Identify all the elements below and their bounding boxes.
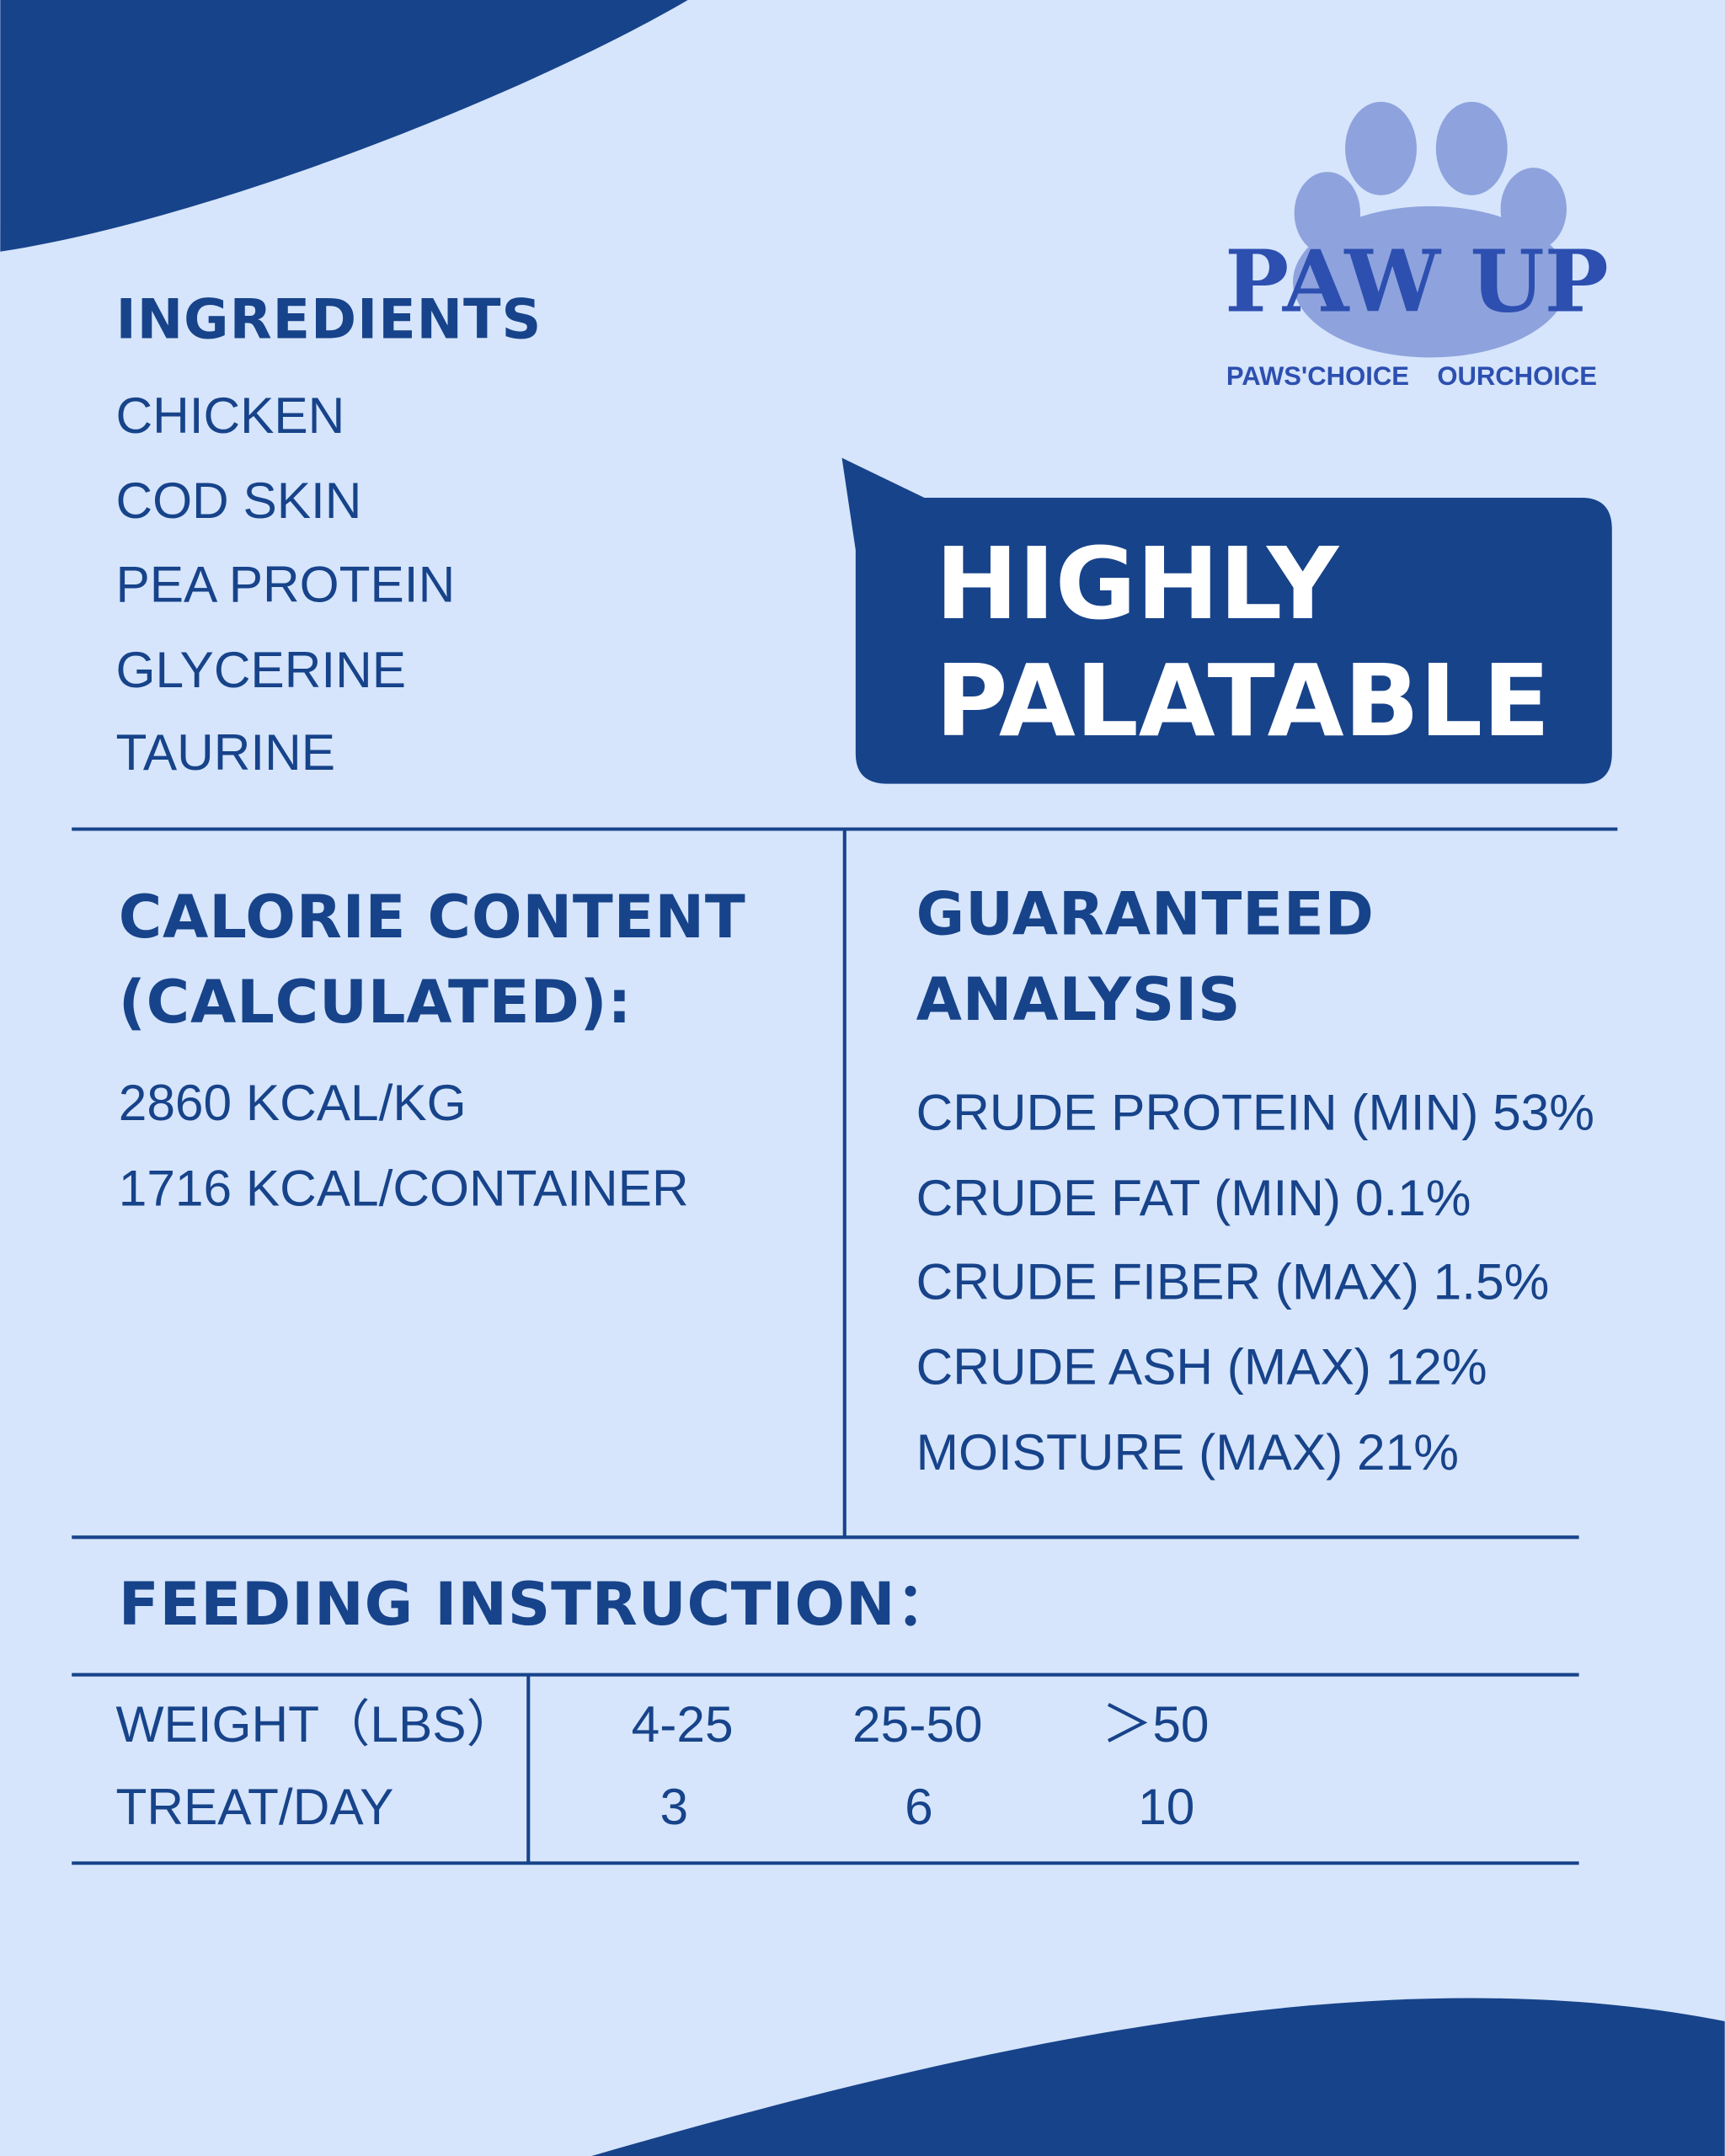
analysis-item: CRUDE ASH (MAX) 12% [916,1338,1487,1396]
table-cell: TREAT/DAY [115,1778,393,1835]
top-wave [0,0,688,252]
section-title: FEEDING INSTRUCTION： [119,1570,956,1639]
table-cell: WEIGHT（LBS） [115,1695,516,1753]
table-cell: 4-25 [632,1695,734,1753]
section-title: GUARANTEED [916,880,1375,949]
bottom-wave [591,1998,1725,2156]
paw-pad [1293,205,1568,358]
badge-text: PALATABLE [936,643,1551,759]
paw-toe [1345,101,1417,195]
ingredient: TAURINE [115,723,335,781]
table-cell: 3 [660,1778,689,1835]
table-cell: 10 [1138,1778,1194,1835]
tagline: PAWS'CHOICE [1226,361,1409,391]
analysis-item: CRUDE FAT (MIN) 0.1% [916,1169,1471,1226]
paw-toe [1294,172,1361,255]
table-cell: ＞50 [1102,1695,1210,1753]
badge-text: HIGHLY [936,526,1341,642]
badge: HIGHLY PALATABLE [841,457,1612,784]
paw-toe [1435,101,1508,195]
table-cell: 6 [905,1778,933,1835]
ingredient: GLYCERINE [115,641,406,698]
calorie-item: 1716 KCAL/CONTAINER [119,1159,689,1216]
ingredient: CHICKEN [115,387,344,444]
paw-toe [1500,168,1567,251]
logo: PAW UP PAWS'CHOICE OURCHOICE [1225,101,1609,391]
table-cell: 25-50 [852,1695,982,1753]
section-title: ANALYSIS [916,965,1242,1034]
section-title: (CALCULATED): [119,968,633,1037]
section-title: CALORIE CONTENT [119,883,746,952]
calorie-item: 2860 KCAL/KG [119,1074,467,1131]
section-title: INGREDIENTS [115,288,542,352]
speech-bubble [841,457,1612,784]
tagline: OURCHOICE [1437,361,1597,391]
analysis-item: CRUDE FIBER (MAX) 1.5% [916,1252,1550,1310]
ingredient: COD SKIN [115,472,361,529]
brand: PAW UP [1225,231,1609,331]
analysis-item: CRUDE PROTEIN (MIN) 53% [916,1084,1594,1141]
ingredient: PEA PROTEIN [115,556,455,613]
analysis-item: MOISTURE (MAX) 21% [916,1423,1459,1481]
